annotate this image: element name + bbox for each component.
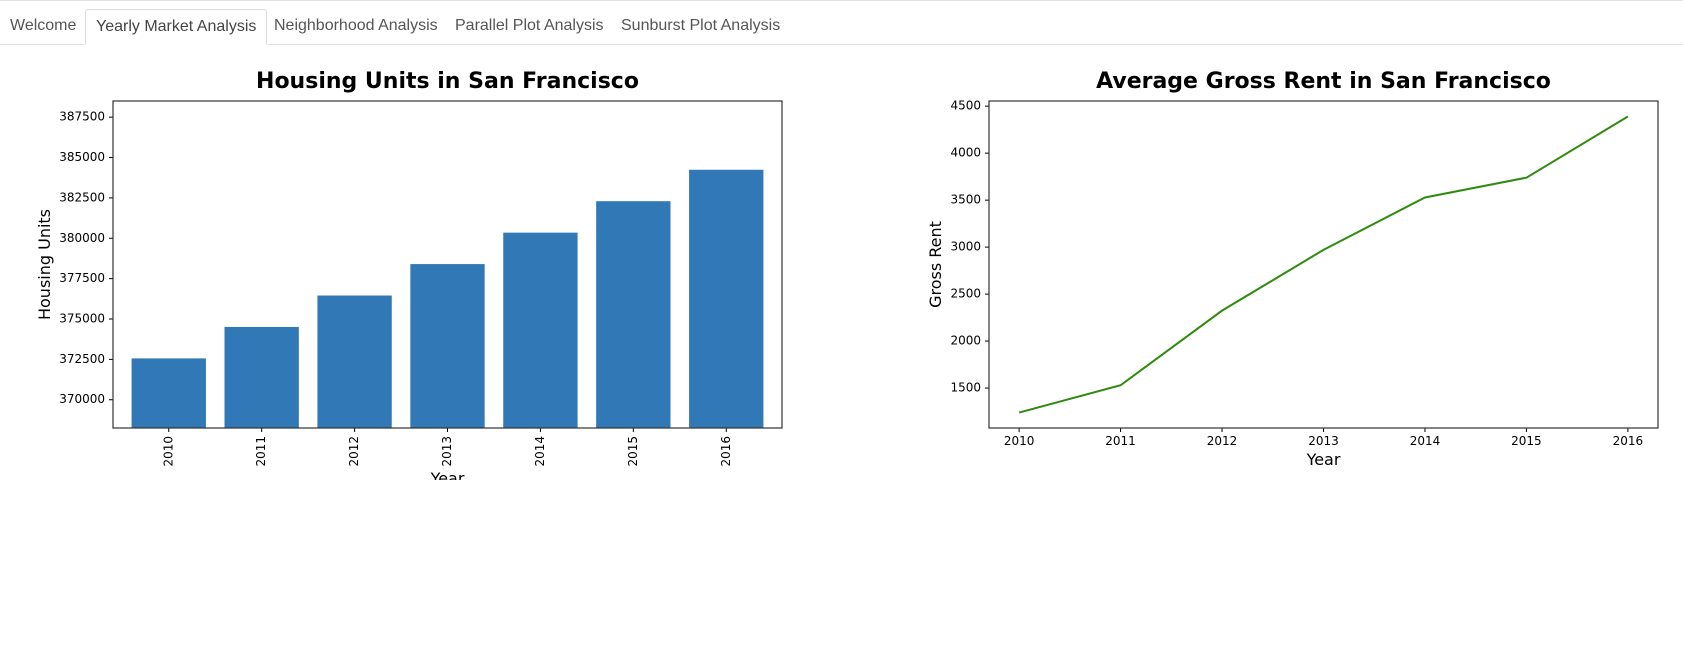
bar-2013 — [410, 264, 485, 428]
y-tick-label: 2500 — [950, 287, 981, 301]
y-tick-label: 375000 — [59, 312, 105, 326]
x-tick-label: 2013 — [1308, 434, 1339, 448]
top-rule — [0, 0, 1683, 1]
bar-2012 — [317, 295, 392, 428]
x-tick-label: 2012 — [347, 436, 361, 467]
plot-frame — [988, 100, 1659, 429]
x-tick-label: 2015 — [626, 436, 640, 467]
y-tick-label: 380000 — [59, 231, 105, 245]
y-tick-label: 1500 — [950, 381, 981, 395]
gross-rent-chart: Average Gross Rent in San Francisco 1500 2… — [926, 69, 1659, 469]
gross-rent-line — [1018, 115, 1629, 414]
tab-welcome[interactable]: Welcome — [10, 17, 77, 34]
x-tick-label: 2014 — [533, 436, 547, 467]
plot-frame — [112, 100, 783, 429]
tab-neighborhood-analysis[interactable]: Neighborhood Analysis — [274, 17, 438, 34]
x-tick-label: 2015 — [1511, 434, 1542, 448]
y-tick-label: 377500 — [59, 271, 105, 285]
x-tick-label: 2014 — [1410, 434, 1441, 448]
bar-2011 — [224, 326, 299, 428]
bar-2010 — [131, 358, 206, 428]
x-tick-label: 2011 — [1105, 434, 1136, 448]
y-axis-label: Housing Units — [35, 209, 54, 320]
y-tick-label: 3500 — [950, 193, 981, 207]
x-tick-label: 2010 — [161, 436, 175, 467]
y-tick-label: 385000 — [59, 150, 105, 164]
tab-yearly-market-analysis[interactable]: Yearly Market Analysis — [85, 9, 268, 45]
y-tick-label: 3000 — [950, 240, 981, 254]
tab-parallel-plot-analysis[interactable]: Parallel Plot Analysis — [455, 17, 604, 34]
chart-title: Average Gross Rent in San Francisco — [1096, 69, 1551, 94]
tab-bar: Welcome Yearly Market Analysis Neighborh… — [0, 0, 1683, 45]
x-tick-label: 2016 — [1613, 434, 1644, 448]
x-tick-label: 2013 — [440, 436, 454, 467]
y-tick-label: 2000 — [950, 334, 981, 348]
chart-title: Housing Units in San Francisco — [256, 69, 639, 94]
x-tick-label: 2011 — [254, 436, 268, 467]
bar-2014 — [503, 232, 578, 428]
bar-2016 — [689, 169, 764, 428]
y-tick-label: 387500 — [59, 110, 105, 124]
y-tick-label: 4000 — [950, 146, 981, 160]
x-axis-label: Year — [430, 469, 465, 480]
y-axis-label: Gross Rent — [926, 221, 945, 308]
y-tick-label: 372500 — [59, 352, 105, 366]
x-tick-label: 2012 — [1207, 434, 1238, 448]
x-tick-label: 2016 — [719, 436, 733, 467]
housing-units-chart: Housing Units in San Francisco 2010 2011 20… — [35, 69, 783, 480]
x-axis-label: Year — [1306, 450, 1341, 469]
y-tick-label: 370000 — [59, 392, 105, 406]
y-tick-label: 4500 — [950, 99, 981, 113]
tab-sunburst-plot-analysis[interactable]: Sunburst Plot Analysis — [621, 17, 781, 34]
bar-2015 — [596, 201, 671, 428]
y-tick-label: 382500 — [59, 190, 105, 204]
x-tick-label: 2010 — [1004, 434, 1035, 448]
